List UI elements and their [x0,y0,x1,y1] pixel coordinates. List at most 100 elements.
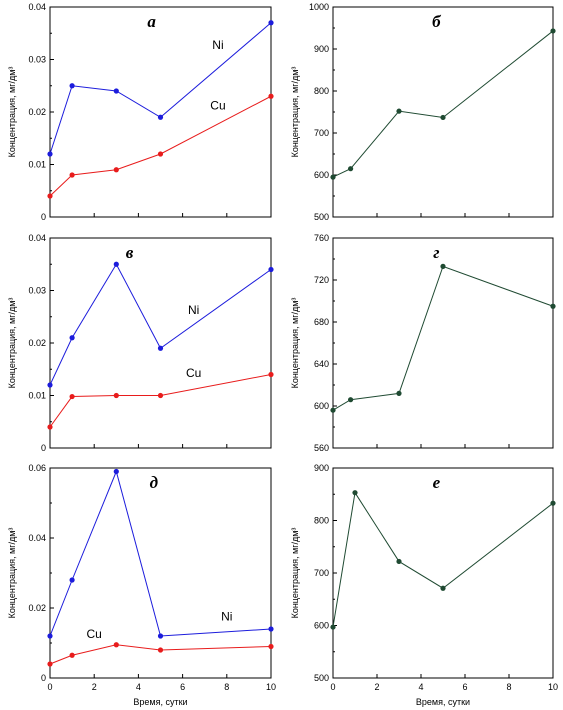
series-label: Cu [186,366,201,380]
data-point [348,397,354,403]
data-point [330,407,336,413]
plot-frame [49,237,272,449]
data-point [69,83,75,89]
data-point [47,424,53,430]
panel-label: в [126,243,134,262]
x-tick-label: 8 [506,682,511,692]
data-point [157,633,164,639]
data-point [550,28,556,34]
y-tick-label: 900 [314,463,329,473]
y-tick-label: 700 [314,568,329,578]
panel-label: а [147,12,156,31]
y-tick-label: 0.02 [28,107,46,117]
y-tick-label: 600 [314,621,329,631]
data-point [268,266,274,273]
y-tick-label: 0.04 [28,233,46,243]
panel-3: 0 0.01 0.02 0.03 0.04 Концентрация, мг/дм³ в Ni… [7,233,274,453]
plot-frame [49,6,272,218]
y-tick-label: 1000 [309,2,329,12]
series-line [332,491,554,628]
data-point [550,500,556,506]
y-tick-label: 0 [41,443,46,453]
plot-frame [49,467,272,679]
panel-1: 0 0.01 0.02 0.03 0.04 Концентрация, мг/дм³ а Ni… [7,2,274,222]
panel-2: 500 600 700 800 900 1000 Концентрация, мг/дм³ б [290,2,556,222]
panel-6: 500 600 700 800 900 0 2 4 6 8 10 Концентрация, мг/д… [290,463,558,707]
y-tick-label: 600 [314,170,329,180]
y-tick-label: 0 [41,212,46,222]
series-line [49,374,272,428]
data-point [550,303,556,309]
y-tick-label: 0.02 [28,338,46,348]
data-point [268,626,274,632]
data-point [330,624,336,630]
data-point [47,633,53,639]
x-tick-label: 4 [136,682,141,692]
data-point [440,114,446,121]
y-axis-label: Концентрация, мг/дм³ [290,67,300,158]
y-tick-label: 0.01 [28,391,46,401]
series-line [49,469,272,637]
y-tick-label: 0.01 [28,160,46,170]
data-point [113,261,119,267]
y-tick-label: 0.02 [28,603,46,613]
y-tick-label: 560 [314,443,329,453]
data-point [113,392,119,399]
x-tick-label: 6 [462,682,467,692]
y-tick-label: 0.04 [28,2,46,12]
panel-label: б [432,12,442,31]
data-point [47,661,53,667]
y-tick-label: 500 [314,212,329,222]
y-tick-label: 720 [314,275,329,285]
series-label: Ni [221,609,232,623]
panel-5: 0 0.02 0.04 0.06 0 2 4 6 8 10 Концентрация, мг/дм³… [7,463,276,707]
data-point [69,652,75,658]
y-tick-label: 680 [314,317,329,327]
data-point [69,335,75,341]
x-tick-label: 10 [266,682,276,692]
data-point [396,390,402,396]
y-tick-label: 0.03 [28,286,46,296]
y-tick-label: 800 [314,516,329,526]
series-label: Cu [210,98,225,112]
data-point [440,585,446,591]
data-point [396,558,402,565]
x-tick-label: 0 [47,682,52,692]
data-point [440,263,446,269]
data-point [268,643,274,650]
y-tick-label: 640 [314,359,329,369]
data-point [113,642,119,648]
plot-frame [332,237,554,449]
series-label: Ni [188,303,199,317]
plot-frame [332,6,554,218]
y-tick-label: 700 [314,128,329,138]
data-point [268,371,274,378]
data-point [157,151,164,157]
data-point [47,193,53,199]
data-point [113,167,119,173]
x-tick-label: 2 [374,682,379,692]
data-point [69,172,75,178]
y-tick-label: 0 [41,673,46,683]
data-point [47,382,53,388]
data-point [268,93,274,99]
x-tick-label: 0 [330,682,335,692]
data-point [113,88,119,94]
data-point [157,392,164,399]
panel-label: д [150,473,159,492]
x-tick-label: 6 [180,682,185,692]
plot-frame [332,467,554,679]
y-tick-label: 900 [314,44,329,54]
y-axis-label: Концентрация, мг/дм³ [7,528,17,619]
series-line [332,30,554,178]
data-point [348,166,354,172]
data-point [157,114,164,120]
y-axis-label: Концентрация, мг/дм³ [290,298,300,389]
data-point [47,151,53,157]
y-axis-label: Концентрация, мг/дм³ [7,67,17,158]
x-tick-label: 2 [92,682,97,692]
y-tick-label: 500 [314,673,329,683]
data-point [69,577,75,583]
data-point [352,490,358,496]
